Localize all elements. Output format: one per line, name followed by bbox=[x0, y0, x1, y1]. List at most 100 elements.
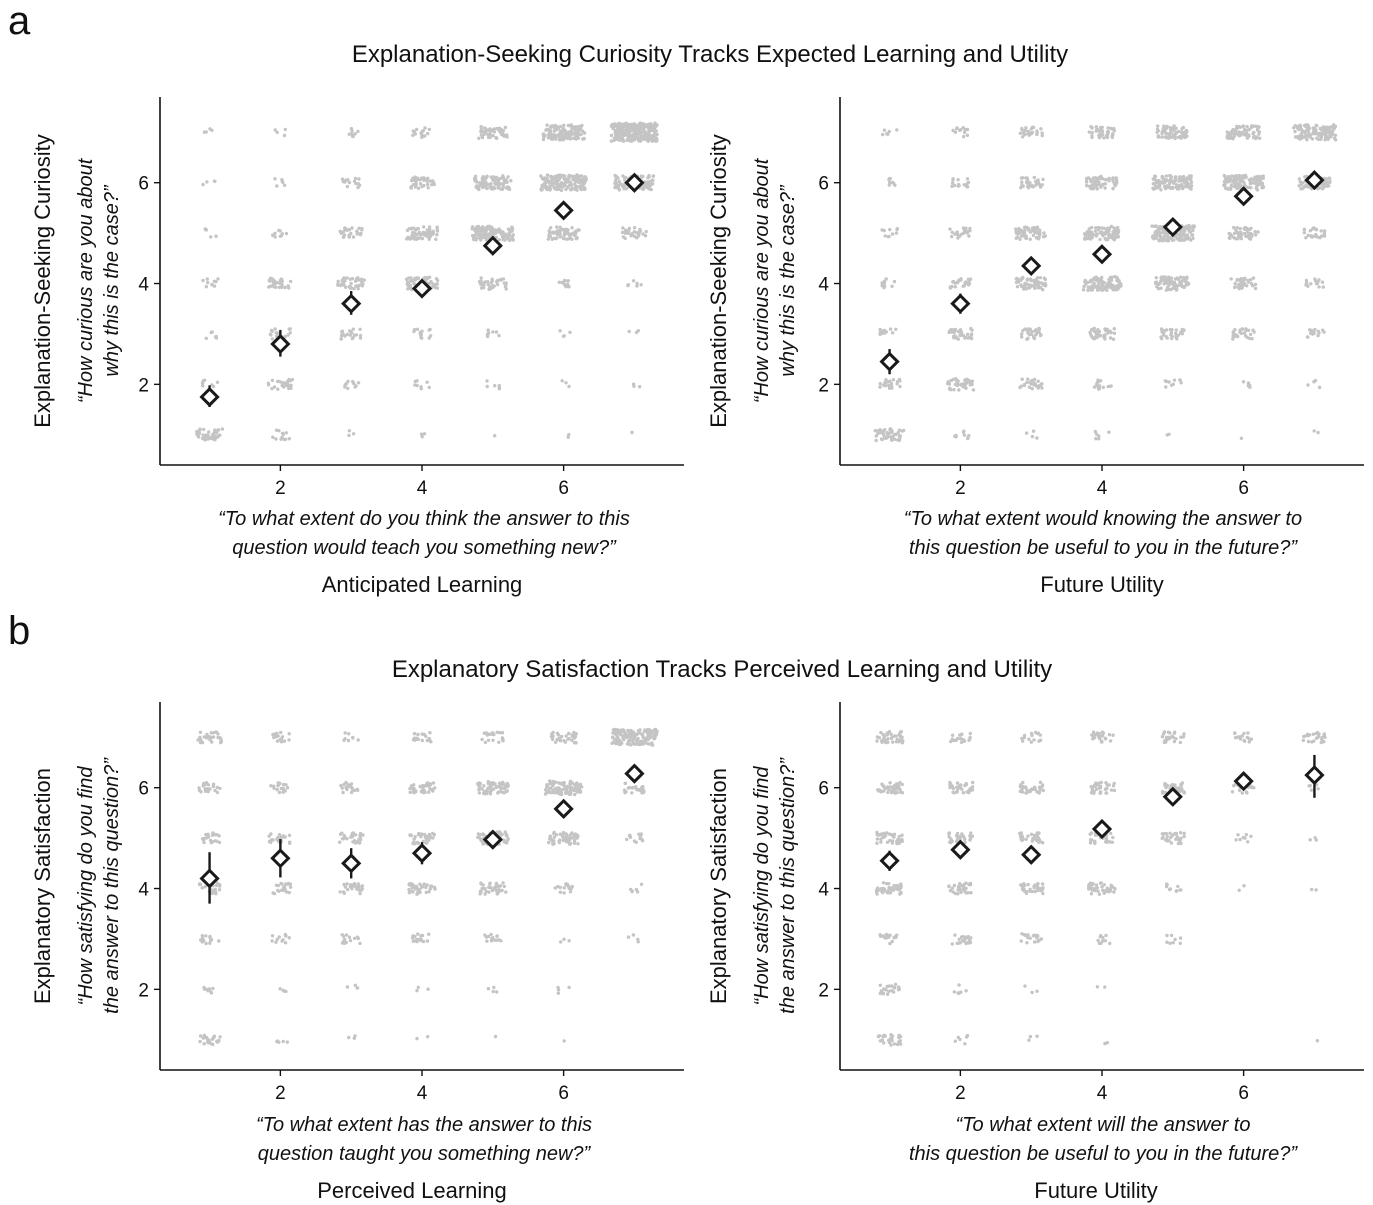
data-point bbox=[562, 234, 566, 238]
data-point bbox=[545, 123, 549, 127]
data-point bbox=[1028, 327, 1032, 331]
data-point bbox=[501, 131, 505, 135]
data-point bbox=[956, 892, 960, 896]
data-point bbox=[1177, 237, 1182, 241]
data-point bbox=[207, 987, 212, 991]
data-point bbox=[648, 123, 652, 128]
data-point bbox=[952, 183, 957, 188]
data-point bbox=[1314, 282, 1319, 286]
data-point bbox=[1172, 128, 1176, 133]
data-point bbox=[405, 282, 409, 286]
data-point bbox=[488, 881, 492, 885]
data-point bbox=[1327, 136, 1331, 140]
data-point bbox=[1105, 133, 1110, 137]
data-point bbox=[1240, 130, 1244, 135]
data-point bbox=[270, 934, 275, 938]
data-point bbox=[502, 884, 506, 889]
data-point bbox=[407, 891, 411, 895]
data-point bbox=[1032, 377, 1037, 382]
data-point bbox=[1325, 184, 1330, 188]
data-point bbox=[614, 177, 618, 181]
data-point bbox=[1021, 135, 1025, 139]
data-point bbox=[884, 277, 888, 281]
data-point bbox=[1023, 984, 1027, 988]
data-point bbox=[579, 132, 583, 137]
y-tick-label: 2 bbox=[138, 375, 149, 396]
data-point bbox=[486, 224, 490, 229]
data-point bbox=[275, 379, 280, 384]
data-point bbox=[504, 832, 508, 836]
data-point bbox=[1235, 230, 1240, 235]
data-point bbox=[348, 333, 352, 337]
data-point bbox=[1309, 282, 1313, 286]
data-point bbox=[561, 126, 565, 131]
data-point bbox=[547, 789, 551, 793]
data-point bbox=[882, 987, 886, 991]
data-point bbox=[1153, 234, 1157, 238]
data-point bbox=[487, 890, 491, 894]
data-point bbox=[283, 932, 288, 937]
data-point bbox=[1171, 941, 1175, 945]
data-point bbox=[881, 383, 886, 387]
data-point bbox=[887, 386, 892, 390]
data-point bbox=[492, 284, 496, 288]
data-point bbox=[489, 932, 493, 937]
data-point bbox=[1295, 135, 1299, 139]
data-point bbox=[546, 237, 550, 241]
data-point bbox=[1306, 284, 1310, 288]
data-point bbox=[1021, 176, 1025, 180]
data-point bbox=[963, 840, 967, 845]
data-point bbox=[267, 839, 272, 844]
data-point bbox=[474, 232, 479, 236]
data-point bbox=[412, 327, 417, 332]
data-point bbox=[1293, 129, 1297, 134]
data-point bbox=[413, 835, 417, 839]
data-point bbox=[1253, 282, 1258, 287]
data-point bbox=[1179, 381, 1183, 385]
data-point bbox=[484, 128, 488, 132]
data-point bbox=[1176, 277, 1181, 282]
data-point bbox=[208, 941, 212, 945]
data-point bbox=[409, 784, 414, 788]
data-point bbox=[497, 740, 501, 744]
data-point bbox=[213, 428, 217, 432]
data-point bbox=[1115, 232, 1119, 237]
data-point bbox=[284, 989, 288, 994]
data-point bbox=[613, 737, 617, 741]
data-point bbox=[964, 377, 969, 382]
x-tick-label: 2 bbox=[275, 478, 286, 499]
data-point bbox=[628, 730, 633, 734]
data-point bbox=[357, 226, 361, 230]
data-point bbox=[1245, 124, 1249, 129]
data-point bbox=[899, 839, 903, 843]
data-point bbox=[277, 935, 281, 939]
data-point bbox=[959, 383, 963, 387]
data-point bbox=[274, 940, 278, 944]
data-point bbox=[421, 790, 426, 795]
data-point bbox=[1163, 135, 1167, 139]
data-point bbox=[1239, 436, 1244, 440]
data-point bbox=[953, 130, 958, 134]
data-point bbox=[405, 228, 410, 233]
data-point bbox=[422, 432, 427, 436]
data-point bbox=[287, 833, 292, 837]
data-point bbox=[486, 182, 490, 187]
data-point bbox=[1152, 237, 1156, 241]
data-point bbox=[280, 431, 285, 435]
data-point bbox=[1185, 237, 1189, 241]
data-point bbox=[414, 790, 418, 794]
data-point bbox=[638, 229, 643, 233]
data-point bbox=[1179, 331, 1183, 335]
data-point bbox=[1319, 229, 1323, 233]
data-point bbox=[890, 939, 894, 944]
data-point bbox=[510, 225, 514, 229]
data-point bbox=[206, 1039, 210, 1044]
data-point bbox=[616, 186, 621, 191]
data-point bbox=[410, 886, 414, 890]
data-point bbox=[490, 937, 494, 941]
data-point bbox=[1238, 230, 1243, 235]
data-point bbox=[216, 428, 220, 432]
data-point bbox=[1106, 384, 1110, 389]
data-point bbox=[623, 781, 628, 785]
data-point bbox=[639, 832, 643, 836]
